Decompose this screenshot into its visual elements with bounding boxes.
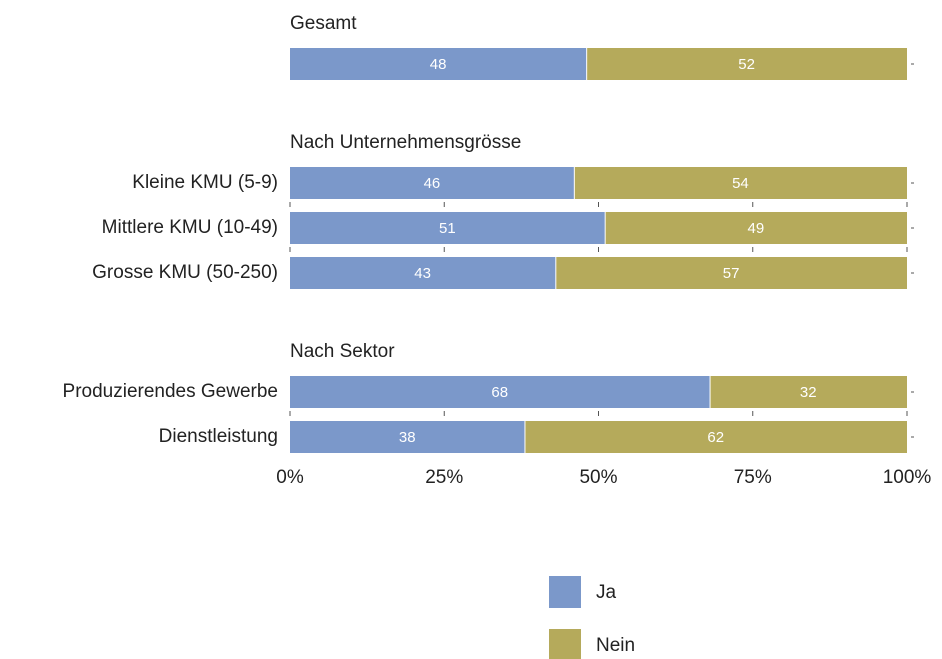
group-title: Nach Unternehmensgrösse: [290, 132, 521, 153]
bar-segment: [556, 257, 907, 289]
bar-segment: [710, 376, 907, 408]
value-label: 62: [707, 429, 724, 446]
value-label: 38: [399, 429, 416, 446]
bar-segment: [605, 212, 907, 244]
x-tick-label: 0%: [276, 467, 304, 488]
category-label: Kleine KMU (5-9): [132, 172, 278, 193]
value-label: 32: [800, 384, 817, 401]
x-tick-label: 25%: [425, 467, 463, 488]
category-label: Dienstleistung: [159, 426, 278, 447]
value-label: 57: [723, 265, 740, 282]
category-label: Grosse KMU (50-250): [92, 262, 278, 283]
category-label: Mittlere KMU (10-49): [102, 217, 278, 238]
value-label: 46: [424, 175, 441, 192]
bar-segment: [587, 48, 907, 80]
value-label: 48: [430, 56, 447, 73]
value-label: 54: [732, 175, 749, 192]
value-label: 52: [738, 56, 755, 73]
value-label: 51: [439, 220, 456, 237]
category-label: Produzierendes Gewerbe: [63, 381, 278, 402]
bar-segment: [290, 212, 605, 244]
bar-segment: [290, 257, 556, 289]
group-title: Nach Sektor: [290, 341, 395, 362]
legend-label: Ja: [596, 582, 617, 603]
value-label: 49: [747, 220, 764, 237]
bar-segment: [525, 421, 907, 453]
bar-segment: [290, 376, 710, 408]
legend-swatch: [549, 576, 581, 608]
bar-segment: [290, 48, 587, 80]
legend-swatch: [549, 629, 581, 659]
group-title: Gesamt: [290, 13, 357, 34]
legend-label: Nein: [596, 635, 635, 656]
x-tick-label: 75%: [734, 467, 772, 488]
value-label: 68: [491, 384, 508, 401]
bar-segment: [290, 421, 525, 453]
x-tick-label: 100%: [883, 467, 932, 488]
x-tick-label: 50%: [579, 467, 617, 488]
bar-segment: [290, 167, 574, 199]
bar-segment: [574, 167, 907, 199]
value-label: 43: [414, 265, 431, 282]
